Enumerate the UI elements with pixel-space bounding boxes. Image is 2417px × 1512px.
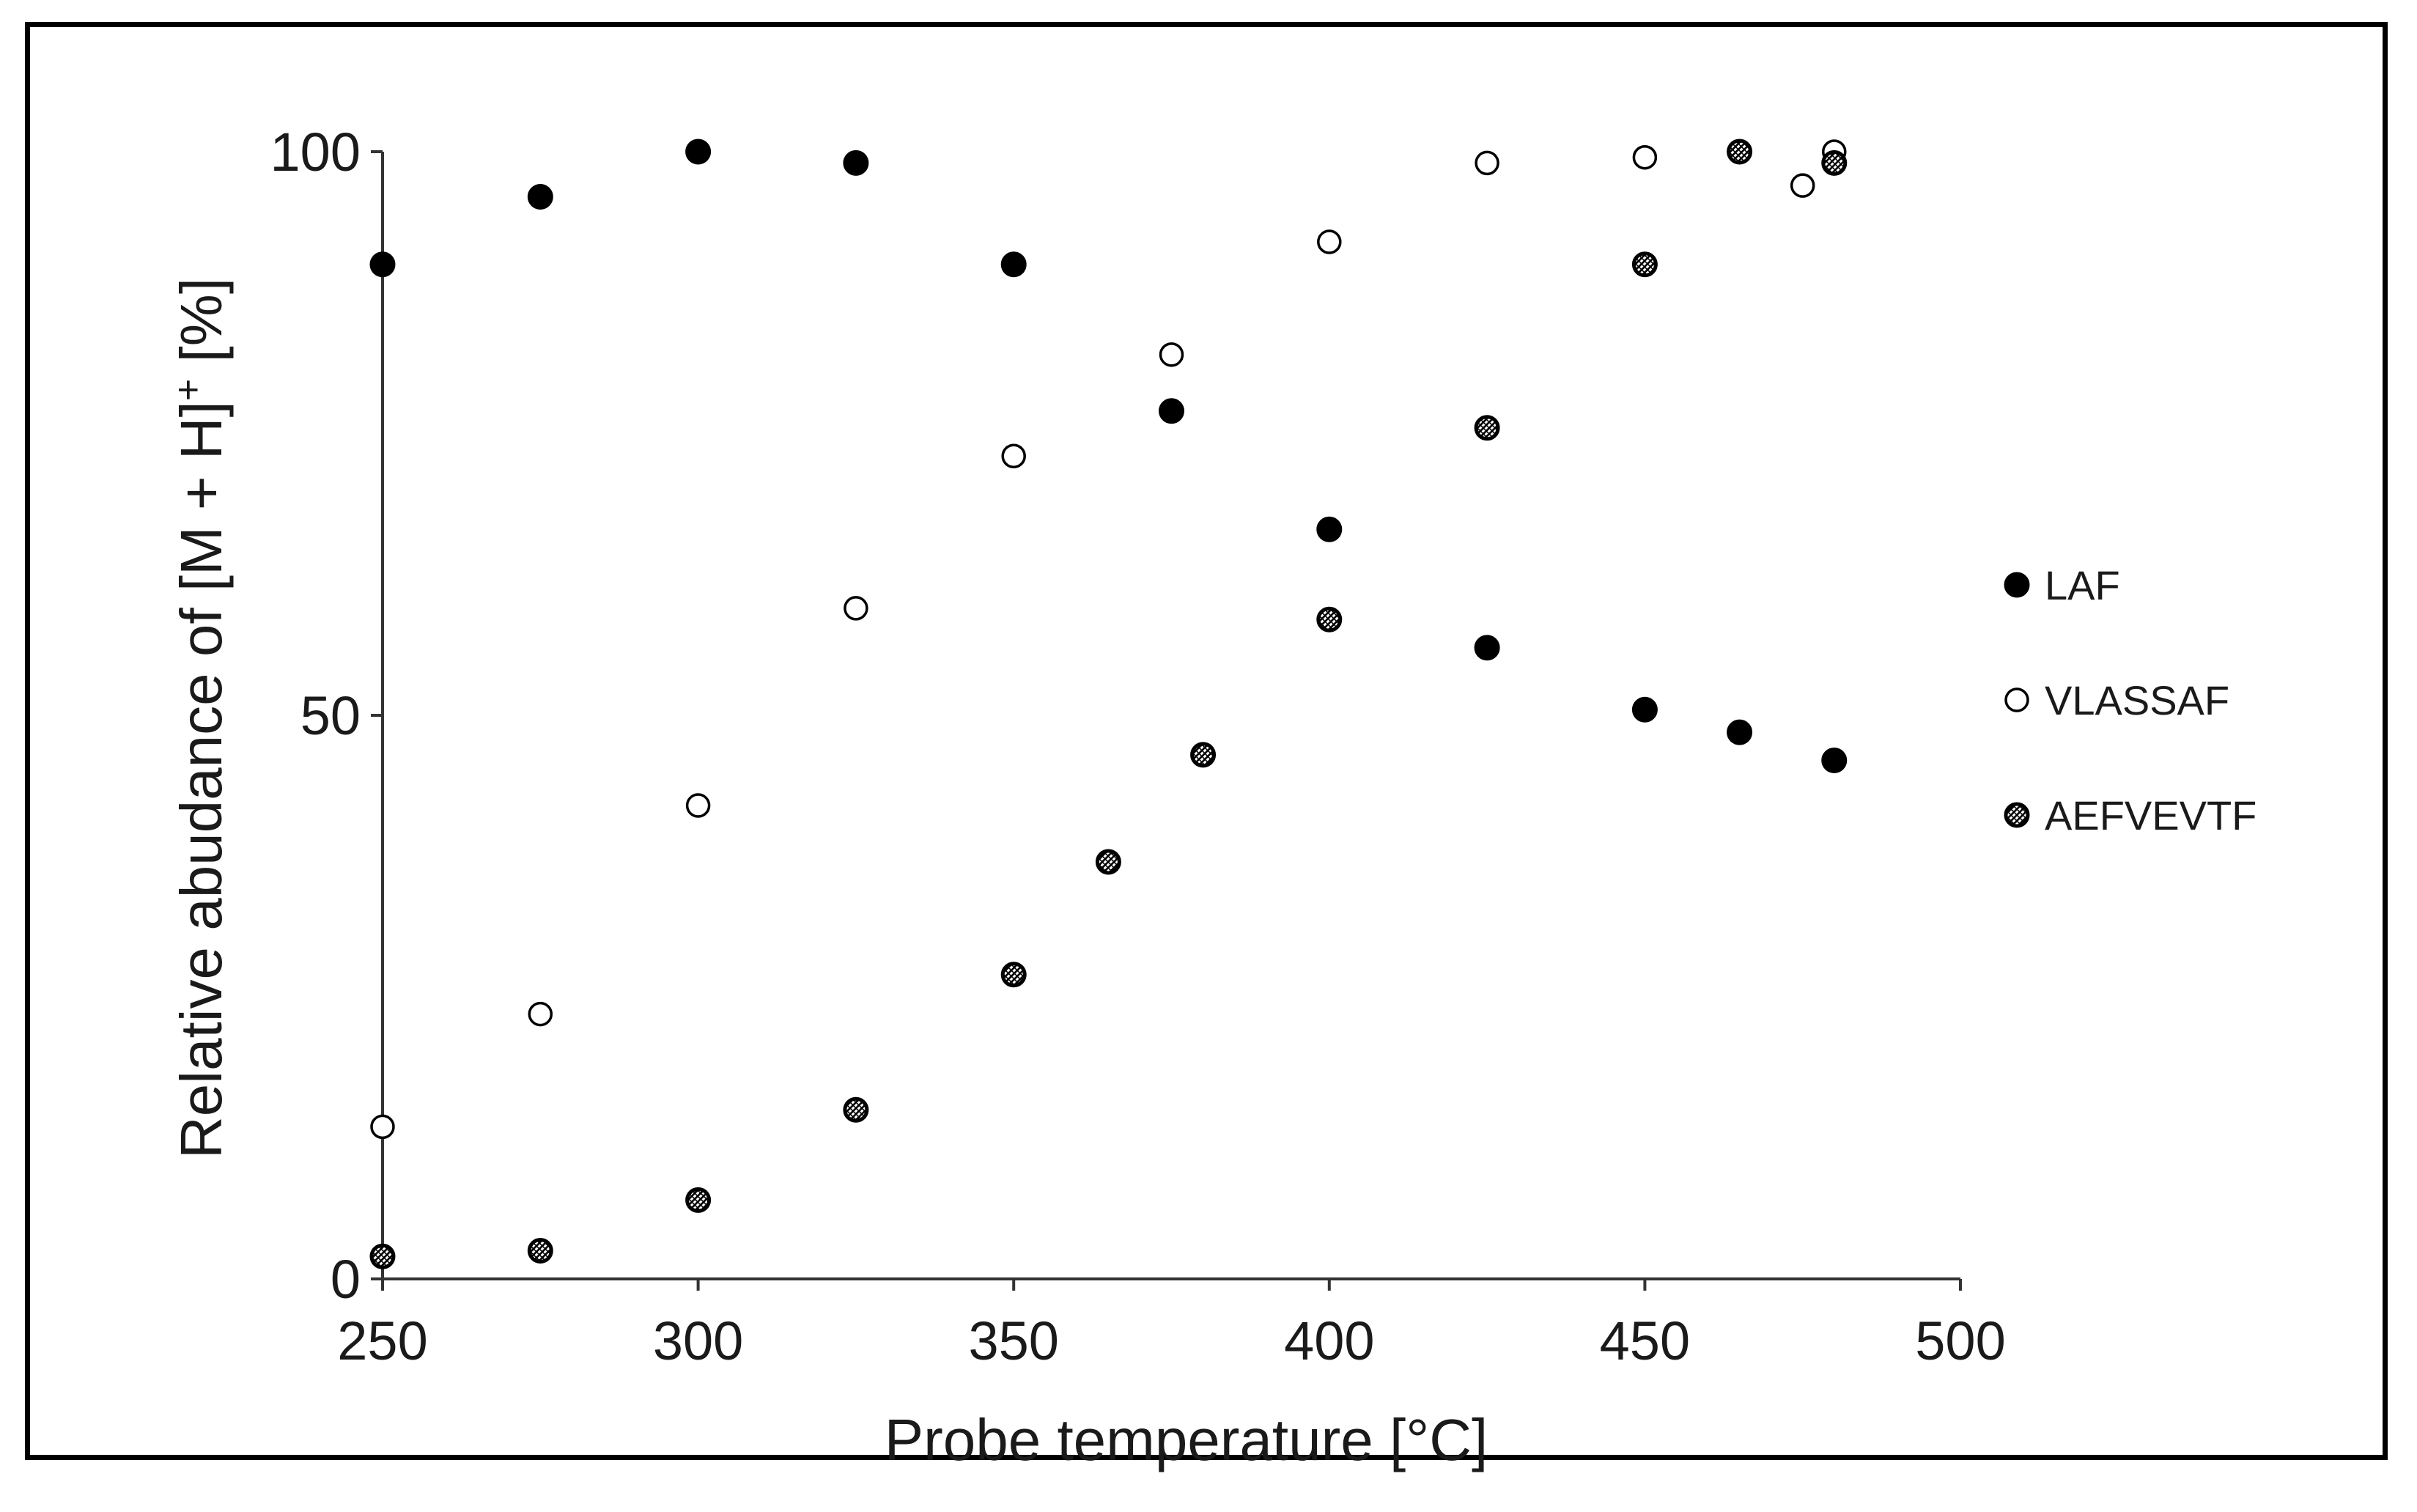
- legend-item-aefvevtf: AEFVEVTF: [2004, 792, 2257, 838]
- data-point-laf: [1316, 516, 1343, 542]
- x-tick-label: 500: [1915, 1310, 2005, 1371]
- data-point-laf: [1631, 696, 1658, 723]
- legend-item-vlassaf: VLASSAF: [2004, 677, 2229, 723]
- data-point-aefvevtf: [1316, 606, 1343, 633]
- y-tick-label: 100: [270, 122, 361, 182]
- legend-label: LAF: [2045, 562, 2120, 608]
- data-point-vlassaf: [1317, 229, 1342, 254]
- data-point-laf: [1159, 398, 1184, 424]
- y-axis-title-base: Relative abudance of [M + H]: [169, 401, 234, 1159]
- y-axis-title-suffix: [%]: [169, 278, 234, 379]
- legend: LAF VLASSAF AEFVEVTF: [2004, 562, 2257, 838]
- data-point-aefvevtf: [1095, 849, 1121, 875]
- legend-item-laf: LAF: [2004, 562, 2120, 608]
- data-point-laf: [1821, 748, 1848, 774]
- data-point-laf: [369, 251, 396, 278]
- data-points: [369, 139, 1848, 1269]
- data-point-laf: [527, 184, 553, 210]
- data-point-vlassaf: [370, 1114, 395, 1140]
- data-point-vlassaf: [1159, 342, 1184, 367]
- x-tick-label: 250: [337, 1310, 427, 1371]
- data-point-vlassaf: [1632, 144, 1658, 170]
- legend-marker-vlassaf: [2004, 687, 2029, 712]
- x-tick-label: 350: [968, 1310, 1058, 1371]
- axis-ticks: 250 300 350 400 450 500 0 50 100: [270, 122, 2006, 1371]
- series-laf: [369, 139, 1848, 774]
- data-point-vlassaf: [1790, 173, 1815, 198]
- data-point-vlassaf: [844, 596, 868, 621]
- data-point-aefvevtf: [1821, 150, 1848, 176]
- series-vlassaf: [370, 139, 1847, 1140]
- data-point-laf: [1727, 719, 1753, 745]
- data-point-vlassaf: [528, 1001, 553, 1027]
- data-point-aefvevtf: [1631, 251, 1658, 278]
- y-axis-title-superscript: +: [167, 379, 210, 401]
- data-point-aefvevtf: [1190, 742, 1217, 768]
- data-point-laf: [1000, 251, 1027, 278]
- series-aefvevtf: [369, 139, 1848, 1269]
- data-point-aefvevtf: [685, 1187, 712, 1213]
- data-point-aefvevtf: [369, 1243, 396, 1269]
- x-tick-label: 450: [1600, 1310, 1690, 1371]
- data-point-vlassaf: [1475, 150, 1499, 176]
- data-point-laf: [1474, 635, 1500, 661]
- figure-frame: [25, 22, 2388, 1460]
- data-point-aefvevtf: [843, 1096, 869, 1123]
- legend-marker-aefvevtf: [2004, 802, 2030, 828]
- y-tick-label: 0: [331, 1249, 361, 1310]
- data-point-laf: [843, 150, 869, 176]
- data-point-aefvevtf: [1474, 415, 1500, 441]
- x-tick-label: 400: [1284, 1310, 1374, 1371]
- axes: [381, 152, 1960, 1280]
- data-point-aefvevtf: [1727, 139, 1753, 165]
- data-point-vlassaf: [1001, 443, 1026, 469]
- data-point-aefvevtf: [527, 1238, 553, 1264]
- x-tick-label: 300: [653, 1310, 743, 1371]
- data-point-vlassaf: [685, 793, 711, 818]
- x-axis-title: Probe temperature [°C]: [885, 1407, 1488, 1472]
- legend-label: VLASSAF: [2045, 677, 2229, 723]
- legend-marker-laf: [2004, 572, 2030, 598]
- data-point-laf: [685, 139, 712, 165]
- y-axis-title: Relative abudance of [M + H]+ [%]: [167, 278, 234, 1159]
- y-tick-label: 50: [300, 685, 361, 746]
- legend-label: AEFVEVTF: [2045, 792, 2257, 838]
- data-point-aefvevtf: [1000, 962, 1027, 988]
